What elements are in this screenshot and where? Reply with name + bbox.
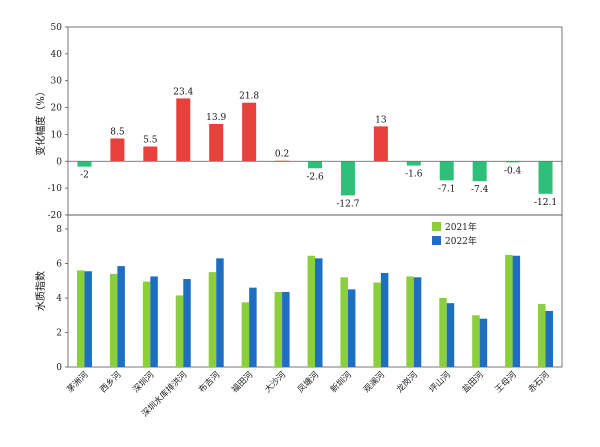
x-category-label: 凤塘河 [295, 369, 321, 395]
change-data-label: -12.1 [534, 198, 557, 208]
quality-chart: 水质指数 02468 2021年 2022年 茅洲河 西乡河 深圳河深圳水库排洪河布… [34, 214, 563, 419]
quality-bar-2022 [545, 310, 554, 367]
change-bar [406, 161, 421, 166]
x-category-label: 盐田河 [460, 369, 486, 395]
change-bar [143, 146, 158, 162]
quality-bar-2022 [446, 303, 455, 367]
change-bar [77, 161, 92, 167]
change-y-axis-label: 变化幅度（%） [34, 86, 47, 156]
quality-y-tick-label: 6 [56, 260, 62, 270]
change-data-label: 0.2 [275, 150, 289, 160]
x-category-label: 西乡河 [98, 369, 124, 395]
change-y-tick-label: -10 [48, 184, 63, 194]
change-y-tick-label: 50 [51, 23, 63, 33]
change-data-label: -0.4 [504, 166, 522, 176]
quality-bar-2022 [117, 266, 125, 367]
x-category-label: 大沙河 [262, 369, 288, 395]
change-bar [209, 123, 224, 162]
change-data-label: 8.5 [110, 127, 125, 137]
change-bar [110, 138, 125, 162]
quality-bar-2022 [413, 277, 422, 367]
change-bar [340, 161, 355, 196]
quality-y-tick-label: 8 [56, 225, 62, 235]
change-bar [505, 161, 520, 163]
change-data-label: -12.7 [336, 199, 359, 209]
legend-label-2021: 2021年 [445, 221, 477, 233]
quality-bar-2021 [109, 273, 118, 367]
change-y-tick-label: 40 [51, 50, 63, 60]
change-y-tick-label: 30 [51, 77, 63, 87]
quality-bar-2021 [406, 276, 414, 367]
legend-swatch-2021 [432, 222, 441, 231]
legend: 2021年 2022年 [432, 221, 477, 247]
change-y-tick-label: 10 [51, 130, 63, 140]
change-data-label: -2 [80, 171, 89, 181]
x-category-label: 王母河 [493, 369, 519, 395]
change-data-label: 13 [375, 115, 387, 125]
x-category-label: 茅洲河 [65, 369, 91, 395]
change-y-tick-label: 0 [56, 157, 62, 167]
quality-bar-2021 [208, 272, 217, 367]
change-bar [439, 161, 454, 181]
quality-bar-2021 [439, 298, 447, 367]
quality-bar-2021 [307, 255, 315, 367]
quality-bar-2021 [538, 304, 546, 367]
quality-y-tick-label: 2 [56, 329, 62, 339]
change-y-tick-label: 20 [51, 104, 63, 114]
change-data-label: -2.6 [306, 172, 324, 182]
x-category-label: 新圳河 [328, 369, 354, 395]
quality-bar-2022 [512, 255, 521, 367]
change-bar [242, 102, 257, 162]
quality-bar-2022 [282, 291, 290, 367]
quality-bar-2021 [76, 270, 85, 367]
legend-swatch-2022 [432, 236, 441, 245]
change-y-tick-label: -20 [48, 211, 63, 221]
quality-bar-2021 [241, 302, 250, 367]
quality-bar-2022 [479, 318, 488, 367]
quality-bar-2021 [274, 291, 283, 367]
change-data-label: 21.8 [239, 92, 259, 102]
change-data-label: 13.9 [206, 113, 226, 123]
change-chart: 变化幅度（%） -20 -10 0 10 20 30 40 50 -2 8.5 5.5 23.4 13… [34, 23, 563, 221]
x-category-label: 深圳河 [131, 369, 157, 395]
quality-bar-2021 [340, 277, 348, 367]
quality-bar-2021 [142, 281, 151, 367]
change-bar [373, 126, 388, 162]
change-bar [538, 161, 553, 194]
quality-bar-2021 [472, 315, 480, 367]
change-data-label: 23.4 [173, 87, 193, 97]
quality-bar-2022 [84, 271, 92, 367]
change-data-label: -7.4 [471, 185, 489, 195]
legend-label-2022: 2022年 [445, 235, 477, 247]
quality-bar-2022 [380, 272, 389, 367]
quality-bar-2021 [373, 282, 381, 367]
x-category-label: 坪山河 [427, 369, 453, 395]
change-data-label: 5.5 [143, 136, 158, 146]
quality-y-tick-label: 0 [56, 363, 62, 373]
quality-bar-2022 [249, 287, 257, 367]
change-bar [472, 161, 487, 182]
change-bar [275, 160, 290, 162]
quality-bar-2022 [216, 258, 224, 367]
x-category-label: 观澜河 [361, 369, 387, 395]
quality-bar-2022 [183, 279, 191, 367]
change-bar [176, 98, 191, 162]
quality-bar-2022 [315, 258, 323, 367]
x-category-label: 福田河 [229, 369, 255, 395]
quality-y-tick-label: 4 [56, 294, 62, 304]
quality-bar-2021 [175, 295, 184, 367]
change-bar [308, 161, 322, 169]
x-category-label: 赤石河 [526, 369, 552, 395]
change-data-label: -7.1 [438, 184, 455, 194]
quality-bar-2022 [150, 276, 158, 367]
quality-bar-2022 [347, 289, 356, 367]
quality-bar-2021 [505, 254, 513, 367]
x-category-label: 龙岗河 [394, 369, 420, 395]
change-data-label: -1.6 [405, 170, 423, 180]
quality-y-axis-label: 水质指数 [34, 271, 47, 311]
x-category-label: 布吉河 [197, 369, 223, 395]
